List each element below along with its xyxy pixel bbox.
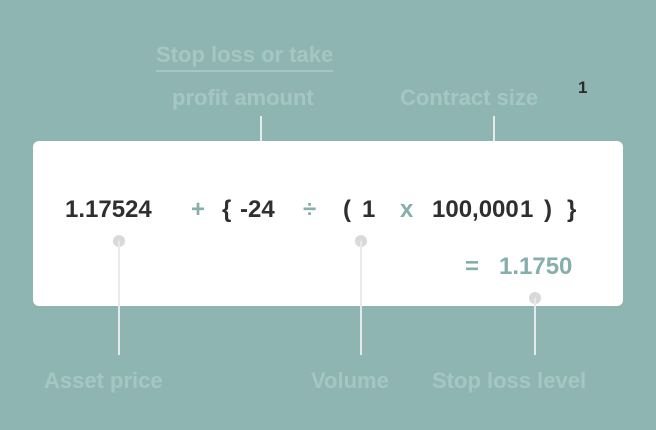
formula-card: 1.17524 + { -24 ÷ ( 1 x 100,000 1 ) } = …	[33, 141, 623, 306]
label-contract-size: Contract size	[400, 85, 539, 110]
label-asset-price: Asset price	[44, 368, 163, 393]
label-stop-amount-line1: Stop loss or take	[156, 42, 334, 72]
connector-asset-price	[118, 241, 120, 355]
connector-stop-level	[534, 298, 536, 355]
formula-open-paren: (	[343, 196, 351, 223]
formula-plus: +	[191, 196, 206, 223]
label-stop-level: Stop loss level	[432, 368, 587, 393]
connector-volume	[360, 241, 362, 355]
label-stop-amount-line2: profit amount	[172, 85, 314, 110]
formula-times: x	[400, 196, 414, 223]
formula-divide: ÷	[303, 196, 317, 223]
formula-amount: -24	[240, 196, 275, 223]
formula-asset-price: 1.17524	[65, 196, 152, 223]
formula-contract-footnote: 1	[520, 196, 534, 223]
formula-close-paren: )	[544, 196, 552, 223]
formula-close-brace: }	[567, 196, 577, 223]
formula-volume: 1	[362, 196, 376, 223]
label-volume: Volume	[311, 368, 389, 393]
formula-equals: =	[465, 253, 480, 280]
formula-result: 1.1750	[499, 253, 573, 280]
formula-contract-size: 100,000	[432, 196, 519, 223]
formula-open-brace: {	[222, 196, 232, 223]
footnote-marker: 1	[578, 78, 588, 97]
